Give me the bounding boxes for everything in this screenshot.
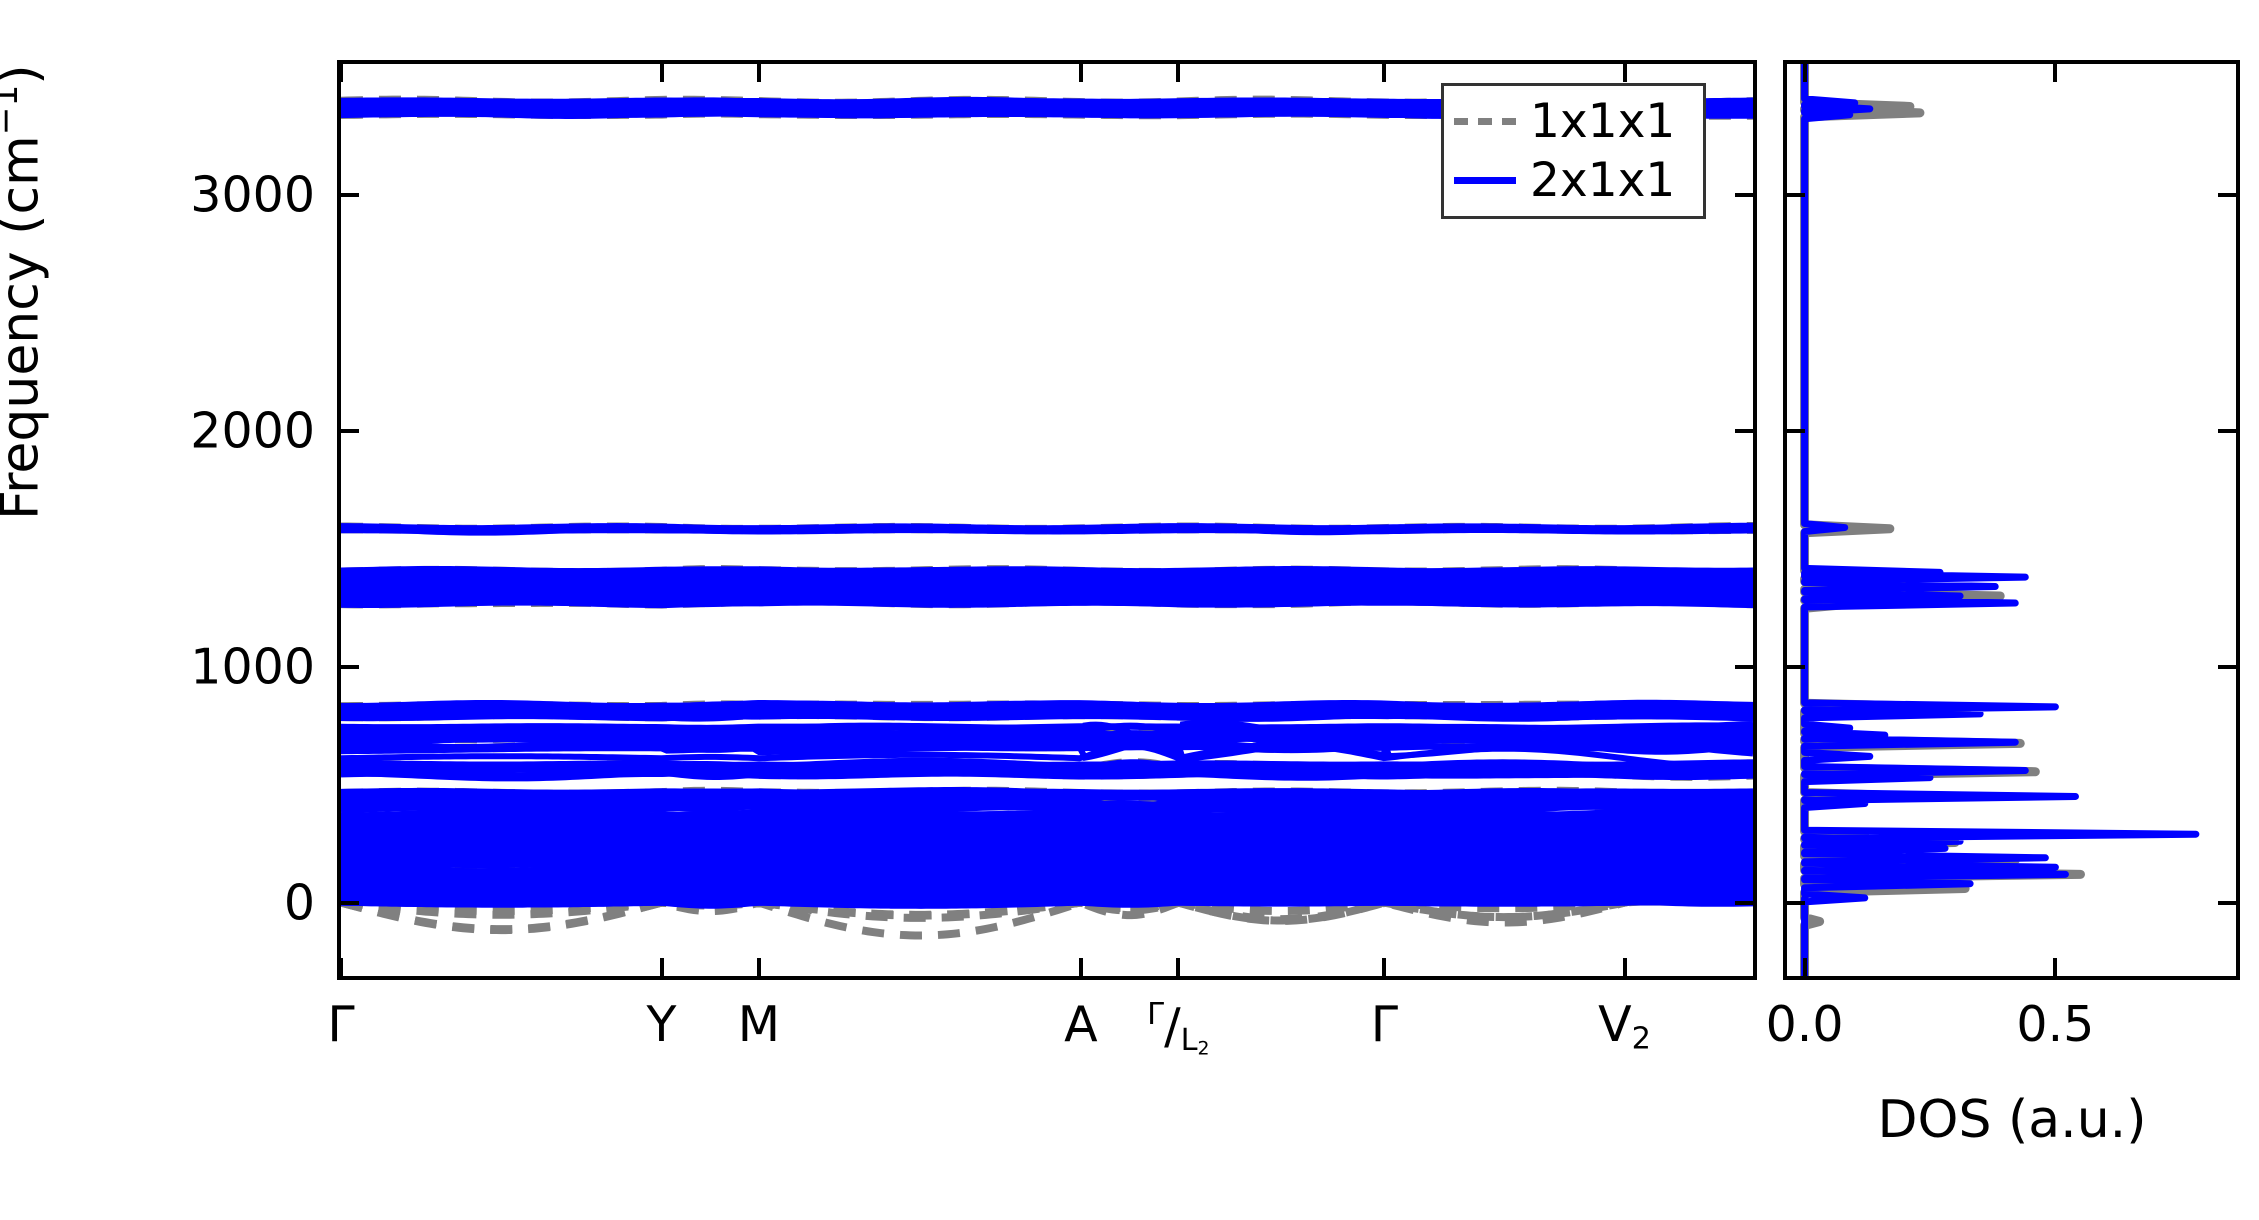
dos-y-tick [1787,900,1805,905]
band-x-tick-label: Y [646,996,677,1053]
band-y-tick [1735,192,1753,197]
band-x-tick [756,64,761,82]
dos-x-tick [2053,64,2058,82]
band-curves [341,95,1753,940]
band-x-tick-label: Γ/L2 [1147,997,1210,1061]
dos-plot-area [1787,64,2236,976]
dos-y-tick [2218,664,2236,669]
legend-box: 1x1x1 2x1x1 [1441,83,1706,219]
band-curve [341,878,1753,935]
band-y-tick-label: 2000 [190,402,315,460]
band-y-tick [1735,900,1753,905]
band-y-tick [1735,664,1753,669]
legend-entry: 1x1x1 [1454,98,1693,146]
dos-y-tick [1787,428,1805,433]
legend-label: 2x1x1 [1530,153,1676,208]
band-x-tick [339,958,343,976]
band-curve [341,898,1753,907]
legend-entry: 2x1x1 [1454,157,1693,205]
band-x-tick [659,64,664,82]
band-curve [341,762,1753,776]
legend-line-swatch-solid [1454,177,1516,184]
band-x-tick [1176,64,1181,82]
band-x-tick [1382,64,1387,82]
band-curve [341,522,1753,532]
band-curve [341,741,1753,771]
band-curve [341,720,1753,746]
dos-y-tick [2218,192,2236,197]
legend-label: 1x1x1 [1530,94,1676,149]
band-curve [341,591,1753,600]
band-x-tick-label: A [1064,996,1098,1053]
band-curve [341,736,1753,763]
dos-x-tick [2053,958,2058,976]
band-x-tick [1078,958,1083,976]
band-curve [341,759,1753,768]
band-curve [341,722,1753,732]
y-axis-title: Frequency (cm−1) [0,64,51,520]
band-x-tick [1382,958,1387,976]
band-x-tick-label: V2 [1598,996,1651,1057]
band-x-tick [339,64,343,82]
dos-x-axis-title: DOS (a.u.) [1877,1090,2147,1150]
dos-curves [1800,64,2200,976]
dos-curve [1801,64,2200,976]
dos-x-tick [1802,958,1807,976]
dos-y-tick [1787,192,1805,197]
dos-y-tick [2218,900,2236,905]
dos-x-tick [1802,64,1807,82]
band-y-tick [341,428,359,433]
band-y-tick [341,192,359,197]
band-curve [341,787,1753,797]
band-x-tick [1622,958,1627,976]
legend-line-swatch-dashed [1454,118,1516,125]
band-curve [341,565,1753,575]
band-x-tick-label: Γ [327,996,355,1053]
band-y-tick-label: 3000 [190,166,315,224]
band-curve [341,699,1753,710]
band-y-tick [341,900,359,905]
band-curve [341,893,1753,920]
band-x-tick-label: Γ [1370,996,1399,1053]
dos-y-tick [2218,428,2236,433]
band-x-tick [1078,64,1083,82]
dos-x-tick-label: 0.5 [2016,996,2095,1053]
band-x-tick [756,958,761,976]
dos-x-tick-label: 0.0 [1765,996,1844,1053]
band-x-tick [1622,64,1627,82]
band-plot-area [341,64,1753,976]
band-y-tick [341,664,359,669]
band-x-tick [1176,958,1181,976]
band-x-tick [659,958,664,976]
dos-y-tick [1787,664,1805,669]
band-y-tick-label: 0 [283,874,315,932]
band-curve [341,809,1753,820]
band-x-tick-label: M [737,996,781,1053]
band-y-tick [1735,428,1753,433]
dos-axes [1783,60,2240,980]
band-y-tick-label: 1000 [190,638,315,696]
